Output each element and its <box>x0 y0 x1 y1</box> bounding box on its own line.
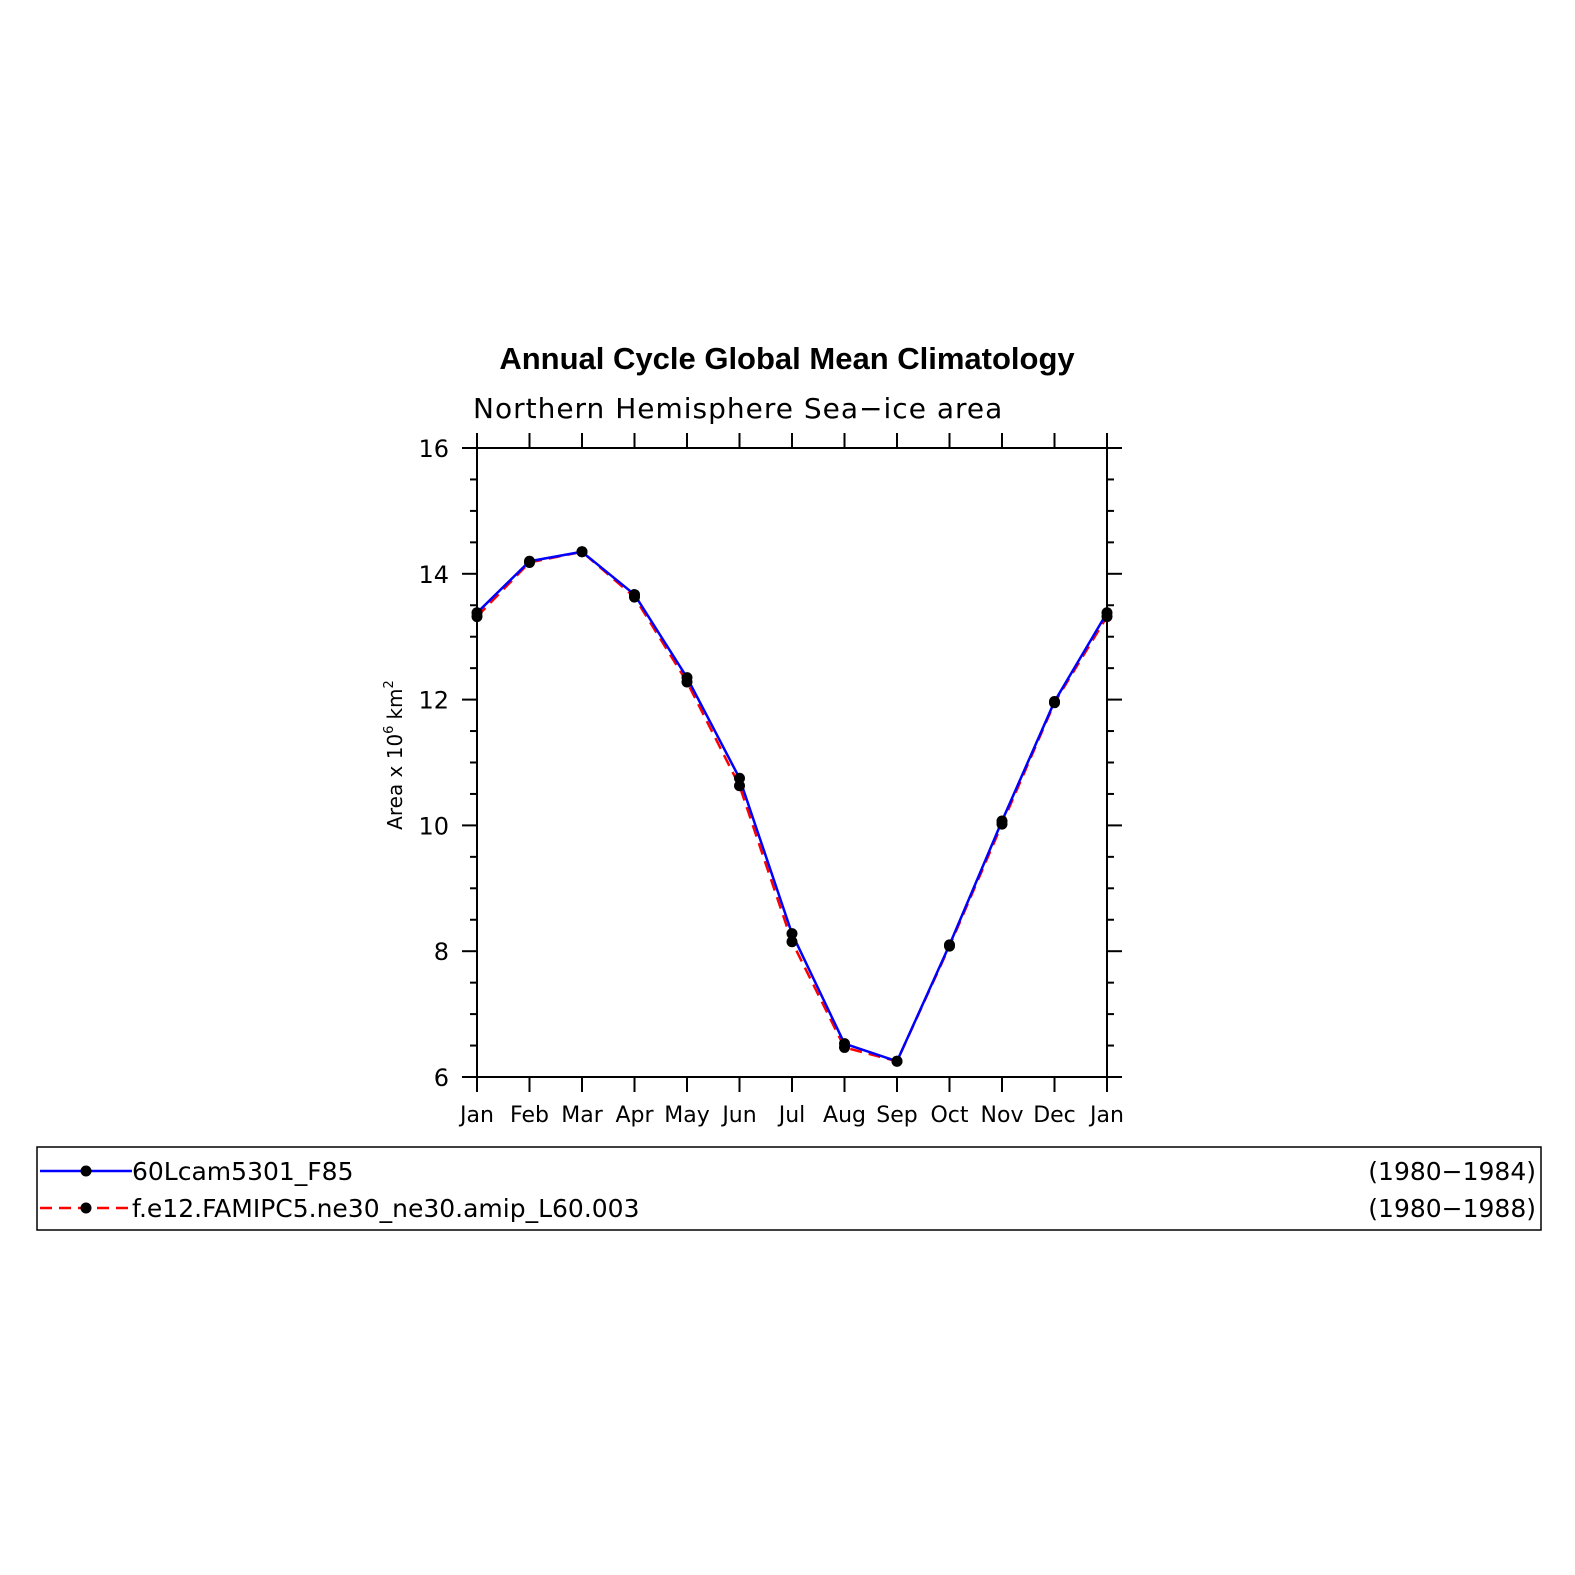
data-point-series-1 <box>786 928 798 940</box>
x-tick-label: Nov <box>981 1103 1024 1128</box>
y-axis-label: Area x 106 km2 <box>382 680 407 830</box>
legend-marker-series-2 <box>80 1202 92 1214</box>
legend-label-series-2: f.e12.FAMIPC5.ne30_ne30.amip_L60.003 <box>132 1194 640 1223</box>
y-tick-label: 14 <box>418 561 449 589</box>
y-tick-label: 12 <box>418 687 449 715</box>
data-point-series-2 <box>944 940 955 952</box>
x-tick-label: Oct <box>930 1103 968 1128</box>
chart-title: Annual Cycle Global Mean Climatology <box>499 341 1075 376</box>
x-tick-label: Jun <box>720 1103 756 1128</box>
y-axis-label-exponent: 6 <box>382 726 397 734</box>
x-tick-label: Jan <box>1088 1103 1124 1128</box>
data-point-series-1 <box>734 772 745 784</box>
y-tick-label: 10 <box>418 812 449 840</box>
legend: 60Lcam5301_F85 (1980−1984) f.e12.FAMIPC5… <box>36 1146 1542 1231</box>
data-point-series-2 <box>839 1041 850 1053</box>
plot-axes: Jan Feb Mar Apr May Jun Jul Aug Sep Oct Nov Dec Jan 6… <box>418 433 1124 1128</box>
legend-marker-series-1 <box>80 1165 92 1177</box>
x-tick-label: Jan <box>458 1103 494 1128</box>
data-point-series-2 <box>629 591 640 603</box>
x-tick-label: Sep <box>876 1103 917 1128</box>
svg-text:Area x 106km2: Area x 106 km2 <box>382 680 407 830</box>
data-point-series-2 <box>524 556 535 568</box>
data-point-series-2 <box>786 936 798 948</box>
legend-box <box>36 1146 1542 1231</box>
data-point-series-2 <box>891 1055 903 1067</box>
series-layer <box>471 546 1113 1067</box>
series-line-2 <box>476 550 1109 1063</box>
y-axis-label-text: Area x 10 <box>383 734 407 830</box>
data-point-series-2 <box>576 546 588 558</box>
y-axis-label-unit: km <box>383 688 407 719</box>
series-line-1 <box>476 550 1109 1063</box>
data-point-series-2 <box>996 818 1008 830</box>
plot-frame <box>476 447 1108 1078</box>
y-tick-label: 16 <box>418 435 449 463</box>
legend-period-series-1: (1980−1984) <box>1368 1157 1536 1186</box>
chart-subtitle: Northern Hemisphere Sea−ice area <box>473 392 1003 425</box>
data-point-series-2 <box>681 676 693 688</box>
data-point-series-2 <box>1101 611 1113 623</box>
legend-period-series-2: (1980−1988) <box>1368 1194 1536 1223</box>
x-tick-label: Dec <box>1033 1103 1076 1128</box>
data-point-series-2 <box>734 780 745 792</box>
y-tick-label: 6 <box>434 1064 449 1092</box>
x-tick-label: Feb <box>510 1103 549 1128</box>
x-tick-label: Jul <box>777 1103 806 1128</box>
x-tick-label: Aug <box>823 1103 866 1128</box>
x-tick-label: May <box>664 1103 709 1128</box>
data-point-series-2 <box>471 611 483 623</box>
y-tick-label: 8 <box>434 938 449 966</box>
legend-label-series-1: 60Lcam5301_F85 <box>132 1157 353 1186</box>
x-tick-label: Mar <box>561 1103 603 1128</box>
x-tick-label: Apr <box>615 1103 654 1128</box>
data-point-series-2 <box>1049 697 1060 709</box>
y-axis-label-unit-exponent: 2 <box>382 680 397 688</box>
